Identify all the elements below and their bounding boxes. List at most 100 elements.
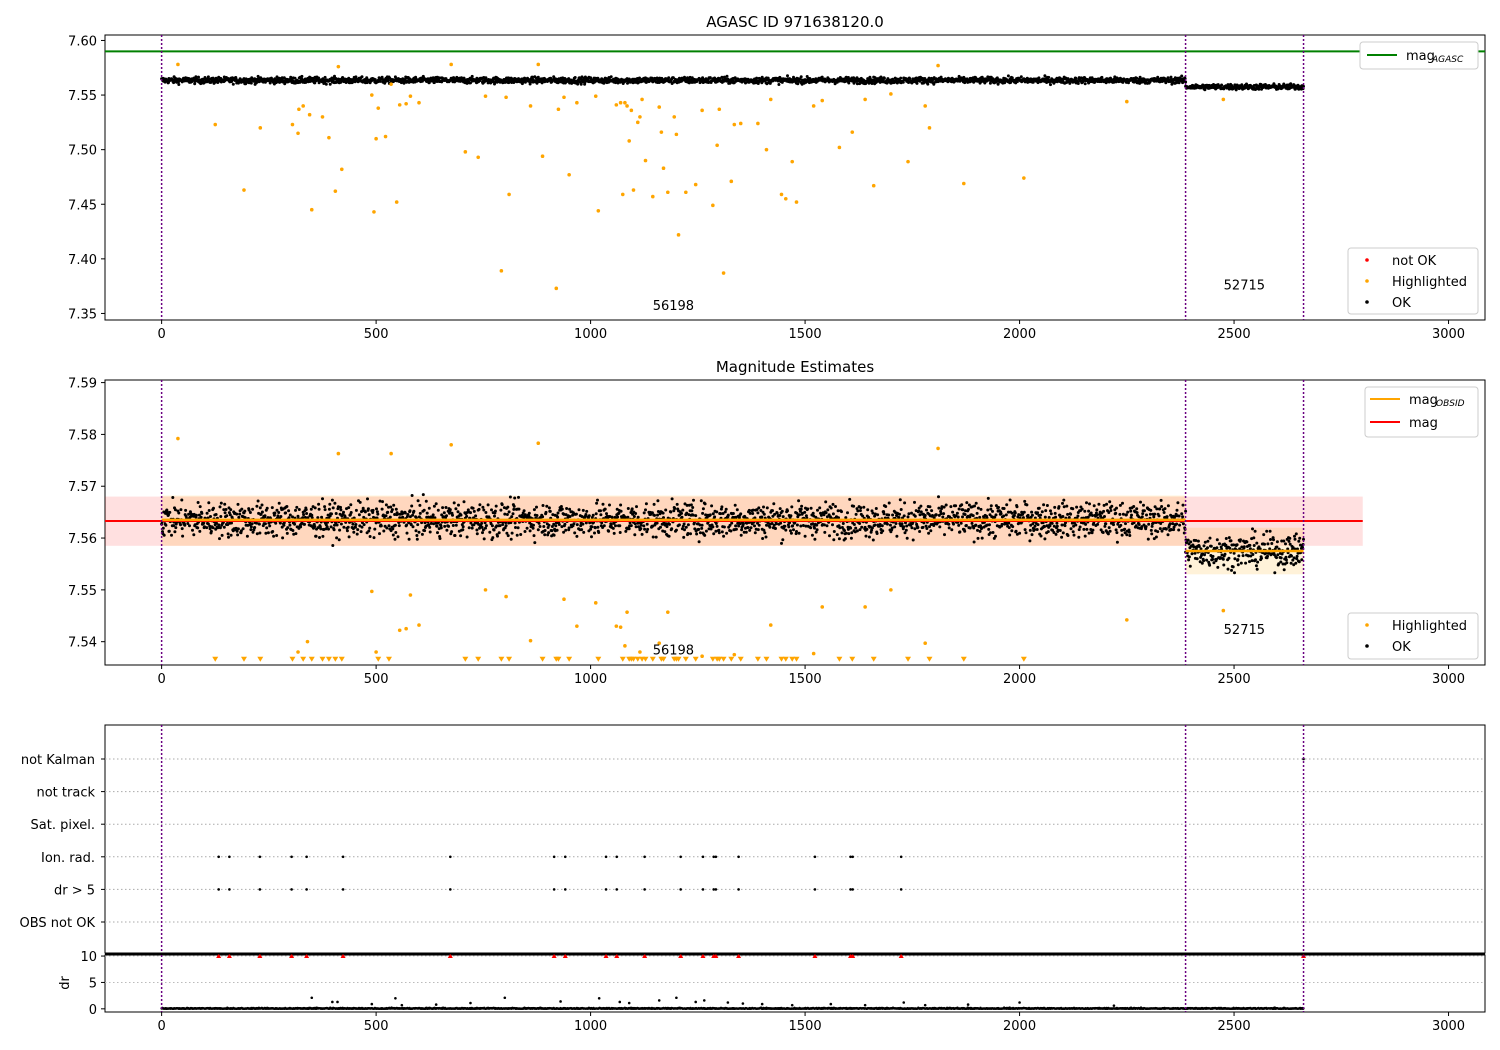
ok-point bbox=[162, 533, 166, 537]
ok-point bbox=[328, 82, 332, 86]
highlighted-point bbox=[768, 97, 773, 102]
ok-point bbox=[243, 509, 247, 513]
ok-points bbox=[160, 74, 1188, 87]
ok-point bbox=[809, 526, 813, 530]
ok-point bbox=[1011, 525, 1015, 529]
highlighted-point bbox=[783, 196, 788, 201]
ok-point bbox=[959, 521, 963, 525]
ok-point bbox=[832, 530, 836, 533]
ok-point bbox=[1074, 523, 1078, 527]
ok-point bbox=[482, 537, 486, 541]
highlighted-point bbox=[640, 97, 644, 102]
ok-point bbox=[974, 523, 978, 527]
ok-point bbox=[519, 533, 523, 536]
ok-point bbox=[1061, 501, 1064, 505]
ok-point bbox=[313, 525, 317, 528]
ok-point bbox=[1087, 509, 1091, 513]
ok-point bbox=[1030, 513, 1034, 517]
ok-point bbox=[205, 511, 209, 515]
ok-point bbox=[1028, 539, 1032, 543]
ok-point bbox=[708, 513, 712, 517]
ok-point bbox=[771, 509, 774, 513]
ok-point bbox=[840, 510, 843, 514]
ok-point bbox=[447, 524, 451, 528]
ok-point bbox=[245, 534, 249, 538]
ok-point bbox=[386, 79, 390, 83]
ok-point bbox=[567, 526, 571, 530]
ok-point bbox=[393, 537, 397, 541]
ok-point bbox=[425, 511, 429, 515]
ok-point bbox=[556, 515, 560, 519]
ok-point bbox=[639, 523, 643, 527]
ok-point bbox=[756, 511, 760, 515]
highlighted-point bbox=[923, 104, 927, 108]
ok-point bbox=[230, 521, 233, 525]
ok-point bbox=[183, 523, 187, 527]
ok-point bbox=[309, 507, 313, 511]
ok-point bbox=[1077, 535, 1081, 539]
ok-point bbox=[654, 535, 658, 539]
ok-point bbox=[305, 512, 309, 515]
ok-point bbox=[225, 514, 229, 518]
highlighted-point bbox=[676, 233, 681, 237]
ok-point bbox=[192, 533, 196, 537]
ok-point bbox=[619, 509, 623, 513]
ok-point bbox=[415, 534, 419, 537]
ok-point bbox=[663, 530, 667, 534]
highlighted-point bbox=[906, 159, 910, 164]
ok-point bbox=[491, 536, 495, 540]
ok-point bbox=[535, 505, 538, 509]
highlighted-point bbox=[811, 104, 816, 108]
ok-point bbox=[541, 504, 545, 507]
highlighted-point bbox=[693, 182, 698, 187]
ok-point bbox=[1008, 533, 1012, 537]
ok-point bbox=[250, 522, 254, 526]
ok-point bbox=[484, 524, 488, 528]
ok-point bbox=[556, 511, 560, 515]
highlighted-point bbox=[320, 115, 325, 119]
ok-point bbox=[427, 506, 431, 510]
ok-point bbox=[991, 531, 995, 534]
ok-point bbox=[554, 524, 558, 528]
highlighted-point bbox=[627, 139, 632, 143]
ok-point bbox=[222, 525, 226, 529]
highlighted-point bbox=[562, 95, 566, 100]
ok-point bbox=[1047, 75, 1051, 79]
ok-point bbox=[1071, 507, 1075, 511]
ok-point bbox=[823, 530, 827, 534]
ok-point bbox=[713, 515, 717, 519]
ok-point bbox=[456, 510, 460, 514]
ok-point bbox=[278, 521, 282, 525]
highlighted-point bbox=[657, 105, 662, 109]
ok-point bbox=[1049, 509, 1052, 513]
ok-point bbox=[947, 526, 951, 530]
ok-point bbox=[639, 527, 643, 531]
ok-point bbox=[323, 508, 327, 512]
ok-point bbox=[355, 532, 359, 536]
ok-point bbox=[923, 514, 927, 517]
ok-point bbox=[774, 527, 777, 530]
ok-point bbox=[441, 506, 445, 510]
ok-point bbox=[533, 541, 537, 545]
ok-point bbox=[223, 511, 227, 515]
ok-point bbox=[1060, 523, 1064, 527]
ok-point bbox=[789, 514, 793, 518]
ok-point bbox=[697, 540, 701, 544]
ok-point bbox=[294, 532, 298, 536]
ok-point bbox=[973, 504, 976, 508]
ok-point bbox=[258, 531, 262, 535]
ok-point bbox=[640, 532, 644, 536]
ok-point bbox=[461, 528, 465, 532]
ok-point bbox=[667, 76, 671, 80]
ok-point bbox=[1082, 527, 1086, 531]
ok-point bbox=[919, 504, 923, 508]
ok-point bbox=[1088, 502, 1091, 506]
highlighted-point bbox=[307, 112, 312, 117]
ok-point bbox=[602, 524, 606, 528]
ok-point bbox=[443, 524, 447, 528]
ok-point bbox=[781, 515, 785, 519]
ok-point bbox=[226, 532, 230, 536]
ok-point bbox=[1015, 505, 1019, 509]
ok-point bbox=[762, 505, 765, 509]
ok-point bbox=[465, 535, 469, 539]
